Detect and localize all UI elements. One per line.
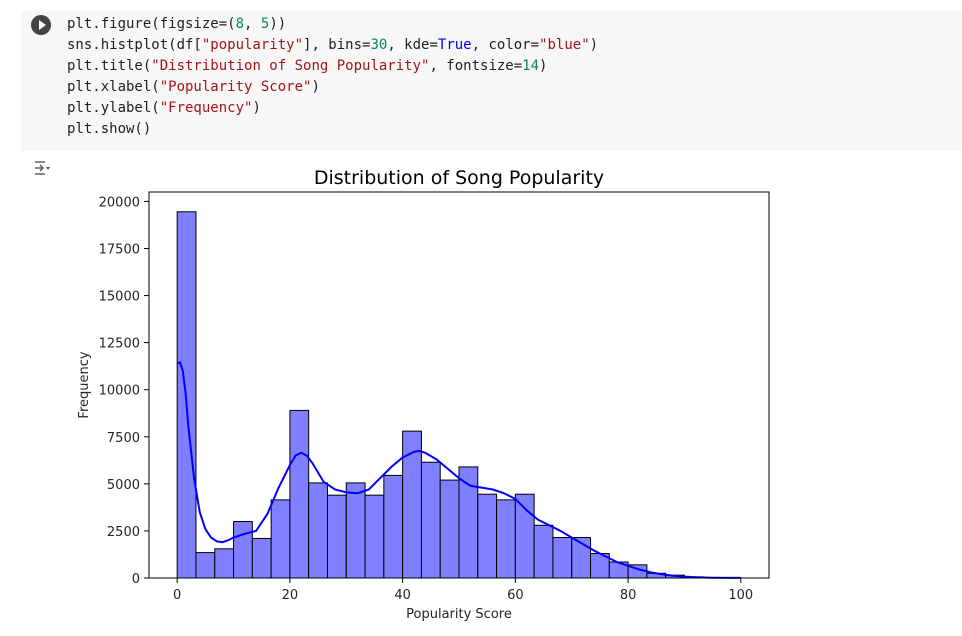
y-tick-label: 10000 <box>99 384 140 399</box>
y-tick-label: 17500 <box>99 242 140 257</box>
code-line: plt.title("Distribution of Song Populari… <box>67 58 547 74</box>
code-token: 8 <box>235 16 245 32</box>
code-token: "popularity" <box>201 37 304 53</box>
code-token: ) <box>539 58 548 74</box>
histogram-bar <box>326 494 347 579</box>
x-tick-label: 40 <box>394 588 411 603</box>
y-tick-label: 15000 <box>99 290 140 305</box>
kde-line <box>176 361 741 579</box>
histogram-bar <box>345 482 366 579</box>
y-tick-label: 20000 <box>99 195 140 210</box>
y-tick-label: 2500 <box>107 525 140 540</box>
code-token: plt.ylabel( <box>67 100 160 116</box>
code-token: sns.histplot(df[ <box>67 37 202 53</box>
code-token: , kde= <box>387 37 438 53</box>
code-cell[interactable] <box>21 11 962 151</box>
code-line: sns.histplot(df["popularity"], bins=30, … <box>67 37 598 53</box>
histogram-bar <box>233 521 253 579</box>
y-tick-label: 7500 <box>107 431 140 446</box>
y-tick-label: 12500 <box>99 337 140 352</box>
x-tick-label: 80 <box>620 588 637 603</box>
x-tick-label: 60 <box>507 588 524 603</box>
code-token: plt.title( <box>67 58 152 74</box>
histogram-bar <box>270 499 291 579</box>
code-token: 14 <box>522 58 540 74</box>
x-axis-ticks: 0 20 40 60 80 100 <box>173 578 753 603</box>
code-token: 30 <box>370 37 388 53</box>
play-icon <box>39 20 46 30</box>
code-token: , <box>244 16 261 32</box>
histogram-bar <box>477 493 498 579</box>
code-token: "Frequency" <box>159 100 253 116</box>
code-token: )) <box>269 16 287 32</box>
code-token: ) <box>589 37 599 53</box>
code-token: "Distribution of Song Popularity" <box>151 58 430 74</box>
code-editor[interactable]: plt.figure(figsize=(8, 5)) sns.histplot(… <box>67 14 598 140</box>
y-axis-label: Frequency <box>77 351 92 418</box>
histogram-bar <box>552 537 573 579</box>
histogram-bar <box>308 482 328 579</box>
histogram-bar <box>364 494 385 579</box>
histogram-bar <box>289 409 310 579</box>
output-toggle-button[interactable] <box>31 158 51 178</box>
run-cell-button[interactable] <box>31 15 51 35</box>
code-token: plt.figure(figsize=( <box>67 16 236 32</box>
y-axis-ticks: 0 2500 5000 7500 10000 12500 15000 17500 20000 <box>99 195 149 587</box>
histogram-bar <box>439 479 460 579</box>
histogram-bar <box>533 524 554 579</box>
code-token: ], bins= <box>303 37 371 53</box>
code-line: plt.figure(figsize=(8, 5)) <box>67 16 286 32</box>
histogram-bars <box>176 211 742 579</box>
code-token: , color= <box>471 37 540 53</box>
x-tick-label: 0 <box>173 588 181 603</box>
output-toggle-icon <box>35 161 50 175</box>
code-line: plt.ylabel("Frequency") <box>67 100 261 116</box>
histogram-bar <box>514 493 535 579</box>
histogram-bar <box>214 548 235 579</box>
histogram-bar <box>383 474 404 579</box>
x-tick-label: 100 <box>728 588 753 603</box>
histogram-bar <box>496 499 516 579</box>
x-axis-label: Popularity Score <box>406 607 512 622</box>
histogram-bar <box>251 537 272 579</box>
code-token: , fontsize= <box>429 58 523 74</box>
code-token: "Popularity Score" <box>159 79 312 95</box>
histogram-bar <box>420 461 441 579</box>
code-token: True <box>437 37 472 53</box>
y-tick-label: 0 <box>132 572 140 587</box>
code-line: plt.show() <box>67 121 151 137</box>
histogram-chart: Distribution of Song Popularity 0 20 40 60 8… <box>77 167 770 622</box>
code-token: "blue" <box>539 37 590 53</box>
plot-frame <box>148 191 770 579</box>
code-line: plt.xlabel("Popularity Score") <box>67 79 320 95</box>
code-token: 5 <box>260 16 270 32</box>
chart-title: Distribution of Song Popularity <box>314 167 604 189</box>
code-token: plt.xlabel( <box>67 79 160 95</box>
code-token: plt.show() <box>67 121 152 137</box>
y-tick-label: 5000 <box>107 478 140 493</box>
x-tick-label: 20 <box>282 588 299 603</box>
histogram-bar <box>195 552 216 579</box>
code-token: ) <box>252 100 261 116</box>
code-token: ) <box>311 79 320 95</box>
